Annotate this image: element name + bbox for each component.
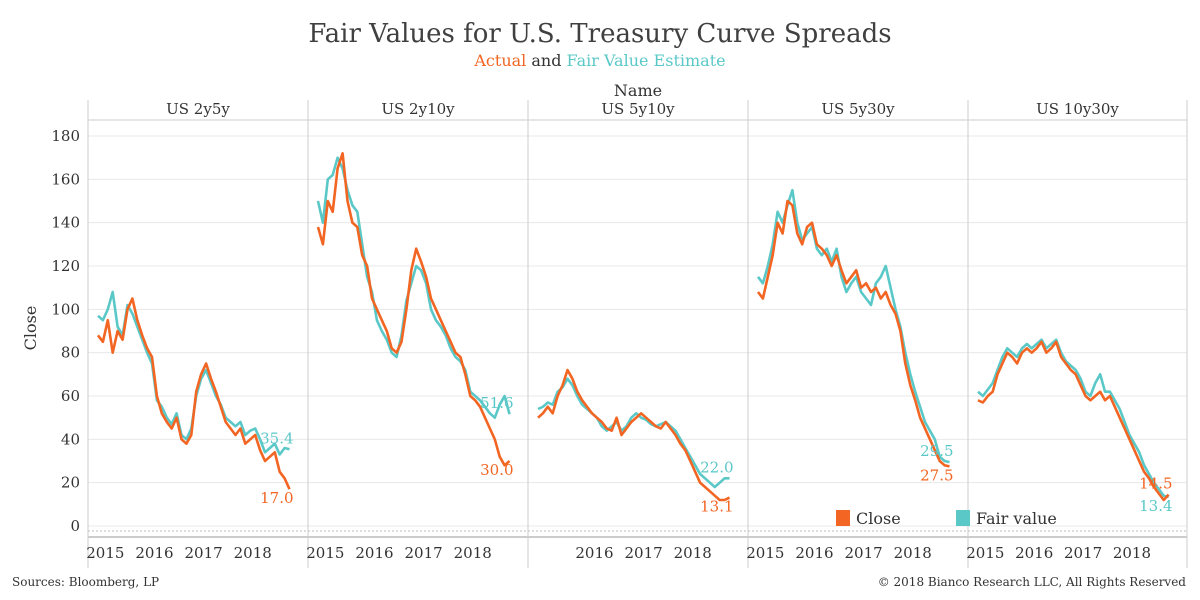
x-tick-label-2018: 2018: [674, 544, 712, 562]
x-tick-label-2015: 2015: [966, 544, 1004, 562]
x-tick-label-2016: 2016: [355, 544, 393, 562]
x-tick-label-2016: 2016: [575, 544, 613, 562]
y-tick-label-160: 160: [51, 170, 80, 188]
series-line-fair-value: [977, 338, 1169, 499]
y-tick-label-0: 0: [70, 517, 80, 535]
series-line-fair-value: [316, 156, 511, 419]
chart-subtitle: Actual and Fair Value Estimate: [473, 51, 725, 70]
panel-us-2y5y: US 2y5y 2015 2016 2017 2018 17.0 35.4: [86, 100, 293, 562]
y-tick-label-20: 20: [61, 474, 80, 492]
x-tick-label-2018: 2018: [234, 544, 272, 562]
series-line-close: [96, 297, 291, 490]
x-tick-label-2017: 2017: [185, 544, 223, 562]
fair-value-end-label: 35.4: [260, 429, 293, 447]
fair-value-end-label: 22.0: [700, 458, 733, 476]
panel-us-10y30y: US 10y30y 2015 2016 2017 2018 14.5 13.4: [966, 100, 1172, 562]
x-tick-label-2015: 2015: [86, 544, 124, 562]
x-tick-label-2017: 2017: [625, 544, 663, 562]
x-tick-label-2015: 2015: [306, 544, 344, 562]
y-tick-label-80: 80: [61, 344, 80, 362]
legend: Close Fair value: [836, 509, 1057, 528]
panel-title: US 2y10y: [381, 100, 455, 118]
close-end-label: 13.1: [700, 498, 733, 516]
fair-value-end-label: 29.5: [920, 442, 953, 460]
x-tick-label-2018: 2018: [894, 544, 932, 562]
panel-title: US 5y30y: [821, 100, 895, 118]
y-tick-label-120: 120: [51, 257, 80, 275]
y-tick-label-140: 140: [51, 214, 80, 232]
panel-title: US 2y5y: [166, 100, 230, 118]
fair-value-end-label: 13.4: [1139, 497, 1172, 515]
y-axis: 0 20 40 60 80 100 120 140 160 180: [51, 127, 80, 535]
subtitle-and: and: [526, 51, 566, 70]
x-tick-label-2017: 2017: [405, 544, 443, 562]
series-line-close: [316, 152, 511, 467]
sources-note: Sources: Bloomberg, LP: [12, 575, 159, 589]
y-tick-label-40: 40: [61, 430, 80, 448]
y-tick-label-100: 100: [51, 300, 80, 318]
fair-value-end-label: 51.6: [480, 394, 513, 412]
y-axis-title: Close: [21, 306, 40, 351]
legend-label-close: Close: [856, 509, 901, 528]
legend-swatch-close: [836, 510, 850, 526]
close-end-label: 27.5: [920, 466, 953, 484]
panel-title: US 10y30y: [1036, 100, 1119, 118]
series-line-close: [977, 340, 1170, 502]
x-tick-label-2015: 2015: [746, 544, 784, 562]
panel-us-5y10y: US 5y10y 2016 2017 2018 13.1 22.0: [537, 100, 734, 562]
y-tick-label-180: 180: [51, 127, 80, 145]
facet-header: Name: [614, 81, 662, 100]
panel-us-5y30y: US 5y30y 2015 2016 2017 2018 27.5 29.5: [746, 100, 953, 562]
subtitle-actual: Actual: [473, 51, 526, 70]
legend-swatch-fair-value: [956, 510, 970, 526]
x-tick-label-2016: 2016: [795, 544, 833, 562]
series-line-close: [537, 368, 731, 502]
x-tick-label-2018: 2018: [1113, 544, 1151, 562]
y-tick-label-60: 60: [61, 387, 80, 405]
series-line-fair-value: [756, 188, 950, 464]
copyright-note: © 2018 Bianco Research LLC, All Rights R…: [878, 575, 1187, 589]
panel-us-2y10y: US 2y10y 2015 2016 2017 2018 30.0 51.6: [306, 100, 513, 562]
subtitle-fair-value: Fair Value Estimate: [567, 51, 726, 70]
x-tick-label-2016: 2016: [1015, 544, 1053, 562]
close-end-label: 17.0: [260, 489, 293, 507]
x-tick-label-2017: 2017: [1064, 544, 1102, 562]
chart-panels: US 2y5y 2015 2016 2017 2018 17.0 35.4 US 2y10y 2…: [86, 100, 1188, 568]
legend-label-fair-value: Fair value: [976, 509, 1057, 528]
series-line-close: [756, 199, 950, 468]
series-line-fair-value: [537, 377, 730, 489]
close-end-label: 30.0: [480, 461, 513, 479]
x-tick-label-2016: 2016: [135, 544, 173, 562]
x-tick-label-2018: 2018: [454, 544, 492, 562]
close-end-label: 14.5: [1139, 475, 1172, 493]
panel-title: US 5y10y: [601, 100, 675, 118]
chart-title: Fair Values for U.S. Treasury Curve Spre…: [308, 19, 891, 49]
x-tick-label-2017: 2017: [845, 544, 883, 562]
